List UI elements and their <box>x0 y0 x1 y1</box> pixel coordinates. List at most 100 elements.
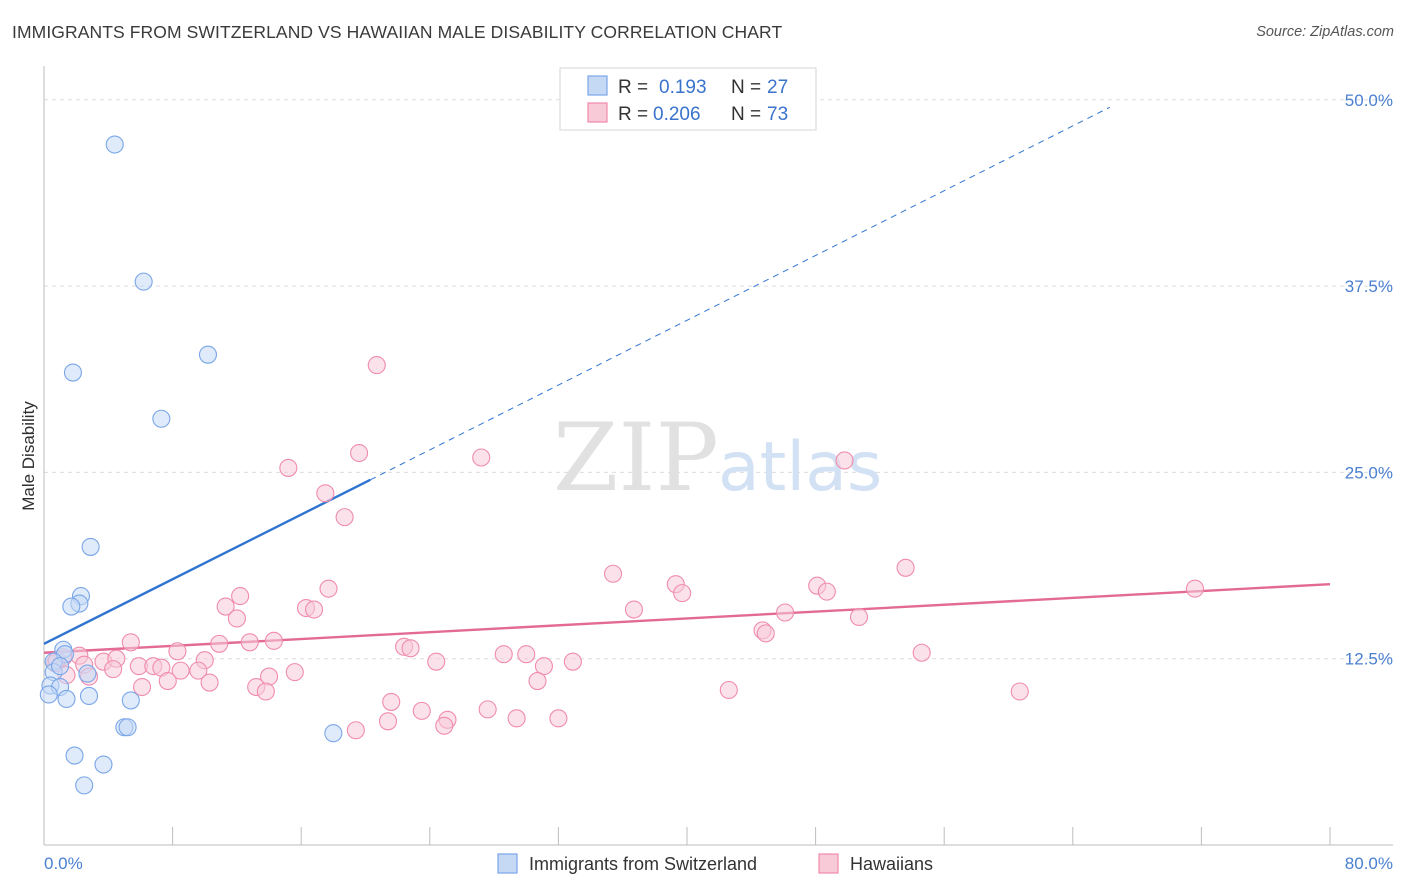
legend-n-value-2: 73 <box>767 104 788 125</box>
point-hawaiians <box>549 709 568 728</box>
trend-line-extension <box>370 106 1110 481</box>
point-hawaiians <box>335 508 354 527</box>
legend-n-value-1: 27 <box>767 77 788 98</box>
bottom-legend-label-switzerland: Immigrants from Switzerland <box>529 854 757 874</box>
point-hawaiians <box>412 701 431 720</box>
point-hawaiians <box>256 682 275 701</box>
point-hawaiians <box>494 645 513 664</box>
point-hawaiians <box>776 603 795 622</box>
point-switzerland <box>134 272 153 291</box>
point-hawaiians <box>624 600 644 619</box>
point-hawaiians <box>673 584 692 603</box>
point-hawaiians <box>216 597 235 616</box>
point-hawaiians <box>427 652 446 671</box>
point-hawaiians <box>319 579 338 598</box>
point-hawaiians <box>210 634 229 653</box>
point-hawaiians <box>896 558 915 577</box>
x-tick-label-max: 80.0% <box>1345 854 1393 873</box>
point-switzerland <box>121 691 140 710</box>
point-hawaiians <box>478 700 497 719</box>
legend-r-label-1: R = <box>618 77 648 98</box>
point-switzerland <box>78 664 97 683</box>
legend-r-label-2: R = <box>618 104 648 125</box>
point-hawaiians <box>604 564 623 583</box>
point-switzerland <box>118 718 137 737</box>
point-hawaiians <box>133 677 152 697</box>
legend-correlation: R = 0.193 N = 27 R = 0.206 N = 73 <box>559 67 817 131</box>
point-switzerland <box>152 409 171 428</box>
bottom-legend-swatch-switzerland <box>497 853 518 874</box>
legend-n-label-2: N = <box>731 104 761 125</box>
legend-r-value-2: 0.206 <box>653 104 701 125</box>
point-hawaiians <box>817 582 836 601</box>
trend-lines <box>43 106 1331 654</box>
point-switzerland <box>51 657 70 676</box>
point-hawaiians <box>472 448 491 467</box>
chart-source: Source: ZipAtlas.com <box>1256 24 1394 40</box>
point-hawaiians <box>279 458 298 477</box>
point-hawaiians <box>231 587 250 606</box>
point-hawaiians <box>171 661 190 680</box>
point-hawaiians <box>346 721 365 740</box>
point-hawaiians <box>719 680 738 700</box>
point-hawaiians <box>1010 682 1029 701</box>
chart-title: IMMIGRANTS FROM SWITZERLAND VS HAWAIIAN … <box>12 22 783 42</box>
point-hawaiians <box>227 609 246 628</box>
watermark: ZIP atlas <box>553 404 882 513</box>
y-axis-title: Male Disability <box>19 401 38 511</box>
bottom-legend-label-hawaiians: Hawaiians <box>850 854 933 874</box>
y-tick-label: 12.5% <box>1345 650 1393 669</box>
point-hawaiians <box>378 712 398 731</box>
point-hawaiians <box>367 356 386 375</box>
point-hawaiians <box>264 631 283 650</box>
point-hawaiians <box>285 663 304 682</box>
y-tick-label: 37.5% <box>1345 277 1393 296</box>
legend-swatch-hawaiians <box>587 102 608 123</box>
point-hawaiians <box>507 709 526 728</box>
watermark-atlas: atlas <box>718 428 882 507</box>
point-hawaiians <box>835 451 854 470</box>
legend-n-label-1: N = <box>731 77 761 98</box>
y-tick-label: 25.0% <box>1345 463 1393 482</box>
point-hawaiians <box>534 657 553 676</box>
point-hawaiians <box>350 443 369 463</box>
point-switzerland <box>39 685 58 704</box>
point-hawaiians <box>528 672 547 691</box>
x-tick-label-min: 0.0% <box>44 854 83 873</box>
point-switzerland <box>75 776 94 795</box>
point-hawaiians <box>563 652 582 671</box>
point-hawaiians <box>316 484 335 503</box>
point-switzerland <box>57 689 76 708</box>
point-switzerland <box>198 345 218 364</box>
y-tick-label: 50.0% <box>1345 91 1393 110</box>
point-hawaiians <box>517 645 536 664</box>
point-hawaiians <box>104 660 123 679</box>
point-hawaiians <box>756 624 775 643</box>
point-hawaiians <box>240 633 259 652</box>
point-hawaiians <box>1185 579 1205 598</box>
point-switzerland <box>324 724 343 743</box>
point-hawaiians <box>401 639 420 658</box>
point-hawaiians <box>121 633 140 652</box>
point-switzerland <box>94 755 113 774</box>
data-points <box>39 135 1205 795</box>
point-switzerland <box>79 686 99 706</box>
point-switzerland <box>105 135 124 154</box>
point-hawaiians <box>382 692 401 711</box>
bottom-legend-swatch-hawaiians <box>818 853 839 874</box>
point-hawaiians <box>158 672 177 691</box>
point-hawaiians <box>200 673 219 692</box>
point-switzerland <box>62 597 81 616</box>
point-hawaiians <box>912 643 931 662</box>
gridlines <box>44 99 1393 660</box>
point-hawaiians <box>305 600 324 619</box>
watermark-zip: ZIP <box>553 404 719 513</box>
trend-line-switzerland <box>43 478 371 645</box>
axes: 12.5% 25.0% 37.5% 50.0% <box>43 66 1393 846</box>
point-switzerland <box>65 746 84 765</box>
legend-swatch-switzerland <box>587 75 608 96</box>
point-hawaiians <box>168 642 187 661</box>
point-hawaiians <box>189 661 208 680</box>
point-hawaiians <box>849 607 869 627</box>
